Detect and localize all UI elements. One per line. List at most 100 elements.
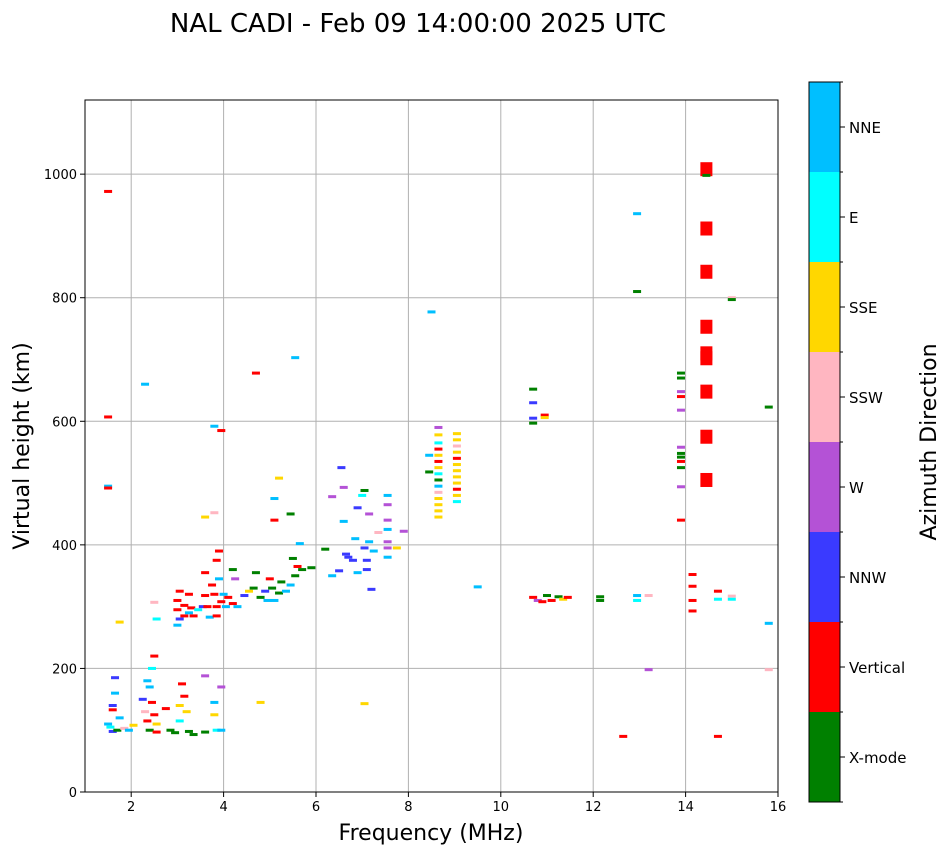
echo-mark-sse (275, 476, 284, 480)
echo-mark-nne (210, 700, 219, 704)
echo-mark-vertical (700, 264, 713, 279)
echo-mark-vertical (217, 429, 226, 433)
echo-mark-vertical (214, 549, 223, 553)
echo-mark-vertical (152, 730, 161, 734)
colorbar-segment-nne (809, 82, 840, 172)
echo-mark-vertical (251, 371, 260, 375)
echo-mark-nne (210, 424, 219, 428)
echo-mark-sse (182, 710, 191, 714)
x-tick-label: 6 (312, 800, 320, 815)
plot-frame (84, 99, 779, 793)
colorbar-segment-vertical (809, 622, 840, 712)
echo-mark-nne (143, 679, 152, 683)
echo-mark-x-mode (288, 556, 297, 560)
echo-mark-ssw (434, 490, 443, 494)
echo-mark-x-mode (298, 568, 307, 572)
echo-mark-vertical (210, 592, 219, 596)
echo-mark-vertical (189, 614, 198, 618)
echo-mark-vertical (619, 734, 628, 738)
echo-mark-vertical (293, 564, 302, 568)
echo-mark-nne (633, 212, 642, 216)
echo-mark-e (194, 608, 203, 612)
echo-mark-vertical (203, 605, 212, 609)
echo-mark-sse (559, 597, 568, 601)
echo-mark-x-mode (286, 512, 295, 516)
echo-mark-nne (425, 453, 434, 457)
echo-mark-nne (434, 484, 443, 488)
echo-mark-vertical (180, 694, 189, 698)
echo-mark-nne (353, 571, 362, 575)
echo-mark-x-mode (633, 290, 642, 294)
echo-mark-vertical (104, 415, 113, 419)
echo-mark-vertical (434, 447, 443, 451)
echo-mark-x-mode (727, 298, 736, 302)
colorbar-label: Azimuth Direction (917, 343, 942, 540)
echo-mark-sse (175, 704, 184, 707)
echo-mark-nne (145, 685, 154, 689)
data-marks (104, 162, 773, 738)
y-tick-label: 200 (52, 662, 77, 677)
echo-mark-e (152, 617, 161, 621)
x-tick-label: 14 (677, 800, 694, 815)
colorbar-frame (808, 81, 841, 803)
echo-mark-vertical (173, 598, 182, 602)
echo-mark-sse (452, 438, 461, 442)
echo-mark-vertical (676, 459, 685, 463)
echo-mark-vertical (104, 189, 113, 193)
echo-mark-sse (452, 450, 461, 454)
echo-mark-nne (219, 592, 228, 596)
colorbar-tick-label: SSE (849, 299, 878, 317)
echo-mark-vertical (104, 486, 113, 490)
echo-mark-ssw (210, 511, 219, 515)
y-tick-label: 1000 (44, 168, 77, 183)
echo-mark-ssw (120, 726, 129, 730)
echo-mark-nne (633, 594, 642, 598)
echo-mark-nne (217, 728, 226, 732)
colorbar-segment-w (809, 442, 840, 532)
echo-mark-vertical (688, 609, 697, 613)
colorbar: X-mode Vertical NNW W SSW SSE E NNE (808, 81, 906, 803)
echo-mark-nnw (342, 552, 351, 556)
echo-mark-nne (383, 493, 392, 497)
echo-mark-ssw (764, 668, 773, 672)
echo-mark-ssw (727, 594, 736, 598)
echo-mark-nnw (111, 676, 120, 680)
echo-mark-vertical (547, 598, 556, 602)
colorbar-tick-label: Vertical (849, 659, 905, 677)
echo-mark-sse (452, 463, 461, 467)
echo-mark-vertical (700, 472, 713, 487)
echo-mark-x-mode (676, 376, 685, 380)
echo-mark-nnw (175, 617, 184, 621)
echo-mark-sse (434, 515, 443, 519)
echo-mark-x-mode (291, 574, 300, 578)
echo-mark-nnw (362, 558, 371, 562)
echo-mark-nne (205, 615, 214, 619)
echo-mark-w (383, 503, 392, 507)
echo-mark-sse (434, 503, 443, 507)
echo-mark-x-mode (189, 733, 198, 737)
x-tick-label: 2 (127, 800, 135, 815)
echo-mark-vertical (201, 571, 210, 575)
echo-mark-nne (270, 598, 279, 602)
echo-mark-nne (764, 621, 773, 625)
echo-mark-nnw (337, 466, 346, 470)
echo-mark-e (212, 728, 221, 732)
y-tick-label: 400 (52, 539, 77, 554)
echo-mark-e (434, 441, 443, 445)
echo-mark-vertical (700, 221, 713, 236)
echo-mark-nne (328, 574, 337, 578)
echo-mark-vertical (700, 162, 713, 177)
echo-mark-x-mode (529, 421, 538, 425)
echo-mark-x-mode (425, 470, 434, 474)
echo-mark-nnw (335, 569, 344, 573)
echo-mark-nnw (108, 704, 117, 707)
echo-mark-sse (434, 433, 443, 437)
echo-mark-x-mode (171, 731, 180, 735)
echo-mark-e (633, 598, 642, 602)
echo-mark-nnw (240, 594, 249, 598)
echo-mark-x-mode (251, 571, 260, 575)
echo-mark-w (434, 425, 443, 429)
colorbar-tick-label: W (849, 479, 864, 497)
echo-mark-nne (365, 540, 374, 544)
